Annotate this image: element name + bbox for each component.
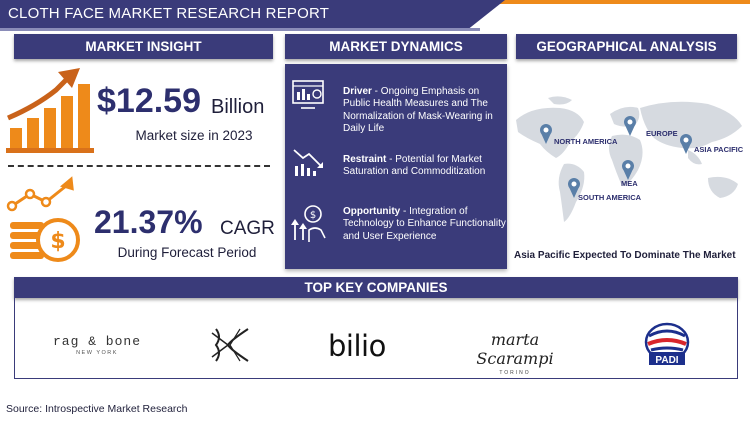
declining-chart-icon <box>293 149 323 176</box>
label-north-america: NORTH AMERICA <box>554 137 618 146</box>
market-size-value: $12.59 <box>97 82 201 120</box>
logo-rag-and-bone-sub: NEW YORK <box>76 350 118 356</box>
logo-bilio: bilio <box>328 329 386 363</box>
label-europe: EUROPE <box>646 129 678 138</box>
logo-marta-scarampi: marta Scarampi TORINO <box>450 330 580 376</box>
pin-europe <box>624 116 636 136</box>
world-map: NORTH AMERICA EUROPE ASIA PACIFIC MEA SO… <box>516 96 744 222</box>
label-mea: MEA <box>621 179 638 188</box>
source-note: Source: Introspective Market Research <box>6 403 188 415</box>
logo-k: K <box>208 327 249 362</box>
section-geographical-analysis: GEOGRAPHICAL ANALYSIS <box>516 34 737 59</box>
driver-key: Driver <box>343 86 372 97</box>
bar-growth-chart-icon <box>6 68 94 153</box>
pin-mea <box>622 160 634 180</box>
logo-marta-scarampi-text: marta Scarampi <box>476 330 554 368</box>
opportunity-description: - Integration of Technology to Enhance F… <box>343 206 506 242</box>
divider <box>8 165 270 167</box>
driver-text: Driver - Ongoing Emphasis on Public Heal… <box>343 86 508 135</box>
market-size-unit: Billion <box>211 96 265 118</box>
logo-marta-scarampi-sub: TORINO <box>499 370 531 376</box>
restraint-text: Restraint - Potential for Market Saturat… <box>343 154 508 179</box>
geo-caption: Asia Pacific Expected To Dominate The Ma… <box>514 250 736 261</box>
section-market-insight: MARKET INSIGHT <box>14 34 273 59</box>
opportunity-text: Opportunity - Integration of Technology … <box>343 206 508 243</box>
label-asia-pacific: ASIA PACIFIC <box>694 145 744 154</box>
growth-hand-icon: $ <box>291 205 326 242</box>
cagr-label: During Forecast Period <box>117 245 257 260</box>
logo-padi-text: PADI <box>655 355 678 366</box>
label-south-america: SOUTH AMERICA <box>578 193 642 202</box>
section-top-key-companies: TOP KEY COMPANIES <box>14 277 738 298</box>
logo-rag-and-bone-text: rag & bone <box>52 334 141 349</box>
monitor-analytics-icon <box>292 80 324 109</box>
market-size-label: Market size in 2023 <box>135 128 253 143</box>
report-title: CLOTH FACE MARKET RESEARCH REPORT <box>0 0 505 28</box>
section-market-dynamics: MARKET DYNAMICS <box>285 34 507 59</box>
cagr-unit: CAGR <box>220 218 275 239</box>
logo-rag-and-bone: rag & bone NEW YORK <box>40 334 154 356</box>
pin-south-america <box>568 178 580 198</box>
cagr-value: 21.37% <box>94 204 203 240</box>
accent-line <box>485 0 750 4</box>
pin-asia-pacific <box>680 134 692 154</box>
restraint-key: Restraint <box>343 154 387 165</box>
driver-description: - Ongoing Emphasis on Public Health Meas… <box>343 86 493 134</box>
opportunity-key: Opportunity <box>343 206 401 217</box>
logo-padi: PADI <box>644 322 690 366</box>
market-dynamics-panel: Driver - Ongoing Emphasis on Public Heal… <box>285 64 507 269</box>
title-underline <box>0 28 480 31</box>
pin-north-america <box>540 124 552 144</box>
svg-text:$: $ <box>50 229 65 254</box>
logo-k-text: K <box>208 327 209 328</box>
companies-logo-strip <box>14 297 738 379</box>
restraint-description: - Potential for Market Saturation and Co… <box>343 154 486 178</box>
svg-text:$: $ <box>310 210 316 221</box>
coin-growth-icon: $ <box>6 176 80 262</box>
